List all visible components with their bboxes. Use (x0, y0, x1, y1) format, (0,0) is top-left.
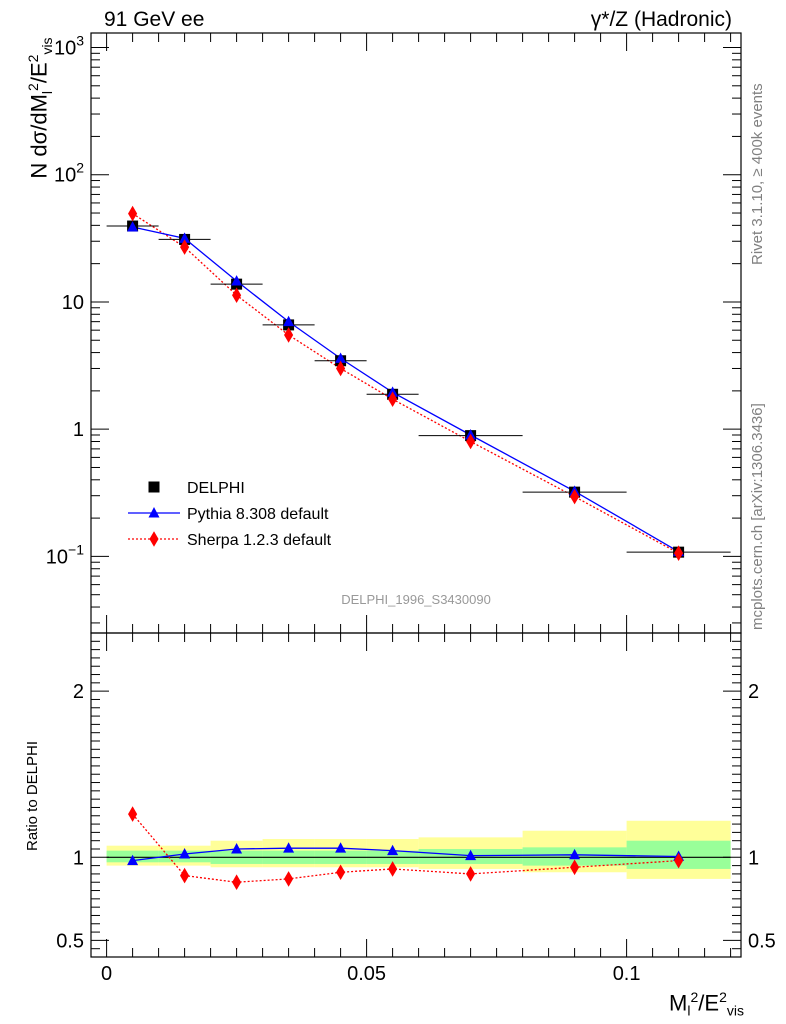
ratio-y-tick-label-right: 0.5 (748, 930, 776, 952)
ratio-pythia-point (465, 849, 477, 861)
x-tick-label: 0.05 (347, 963, 386, 985)
sherpa-point (284, 327, 294, 343)
main-y-tick-label: 103 (54, 32, 84, 59)
sherpa-point (336, 360, 346, 377)
ratio-pythia-point (179, 848, 191, 859)
ratio-sherpa-point (388, 861, 398, 877)
ratio-y-tick-label: 0.5 (56, 930, 84, 952)
main-y-tick-label: 10−1 (46, 541, 84, 568)
x-tick-label: 0 (101, 963, 112, 985)
sherpa-point (388, 391, 398, 408)
header-right: γ*/Z (Hadronic) (590, 8, 732, 31)
pythia-point (127, 221, 139, 232)
ratio-y-tick-label-right: 1 (748, 847, 759, 869)
legend-delphi-marker (148, 481, 160, 493)
ratio-y-tick-label: 2 (73, 681, 84, 703)
sherpa-point (466, 433, 476, 450)
mcplots-label: mcplots.cern.ch [arXiv:1306.3436] (749, 403, 766, 630)
ratio-pythia-point (283, 842, 295, 853)
analysis-tag: DELPHI_1996_S3430090 (341, 592, 491, 607)
ratio-sherpa-point (284, 871, 294, 887)
ratio-pythia-point (387, 844, 399, 856)
ratio-frame (90, 632, 742, 958)
ratio-pythia-point (127, 854, 139, 866)
pythia-point (179, 232, 191, 243)
sherpa-point (180, 239, 190, 255)
ratio-sherpa-point (180, 867, 190, 884)
ratio-panel: 0 0.05 0.1 0.5 0.5 1 1 2 2 (56, 632, 776, 985)
ratio-sherpa-point (674, 852, 684, 869)
legend: DELPHI Pythia 8.308 default Sherpa 1.2.3 d… (128, 480, 332, 549)
pythia-point (231, 275, 243, 286)
ratio-sherpa-point (466, 866, 476, 882)
legend-entry-label: Pythia 8.308 default (187, 506, 329, 523)
ratio-pythia-point (231, 843, 243, 854)
sherpa-point (232, 287, 242, 303)
ratio-sherpa-point (232, 874, 242, 891)
main-y-tick-label: 10 (62, 292, 84, 314)
header-left: 91 GeV ee (104, 8, 205, 31)
x-tick-label: 0.1 (613, 963, 641, 985)
ratio-y-tick-label: 1 (73, 847, 84, 869)
legend-entry-label: DELPHI (187, 480, 245, 497)
legend-sherpa-marker (149, 531, 159, 547)
rivet-label: Rivet 3.1.10, ≥ 400k events (749, 83, 766, 265)
legend-pythia-marker (148, 507, 160, 518)
ratio-y-axis-label: Ratio to DELPHI (24, 741, 41, 851)
ratio-pythia-point (569, 848, 581, 860)
ratio-sherpa-point (128, 806, 138, 822)
sherpa-line (132, 213, 679, 554)
main-y-tick-label: 102 (54, 160, 84, 187)
ratio-pythia-point (335, 842, 347, 853)
pythia-line (132, 226, 679, 553)
sherpa-point (674, 545, 684, 561)
main-y-axis-label: N dσ/dMl2/E2vis (25, 37, 55, 179)
main-panel: 10−1 1 10 102 103 (46, 32, 742, 634)
pythia-point (335, 352, 347, 363)
ratio-y-tick-label-right: 2 (748, 681, 759, 703)
x-axis-label: Ml2/E2vis (669, 989, 744, 1019)
ratio-sherpa-point (570, 859, 580, 876)
sherpa-point (570, 488, 580, 505)
main-y-tick-label: 1 (73, 419, 84, 441)
ratio-sherpa-point (336, 864, 346, 881)
legend-entry-label: Sherpa 1.2.3 default (187, 532, 332, 549)
pythia-point (283, 315, 295, 327)
sherpa-point (128, 205, 138, 222)
